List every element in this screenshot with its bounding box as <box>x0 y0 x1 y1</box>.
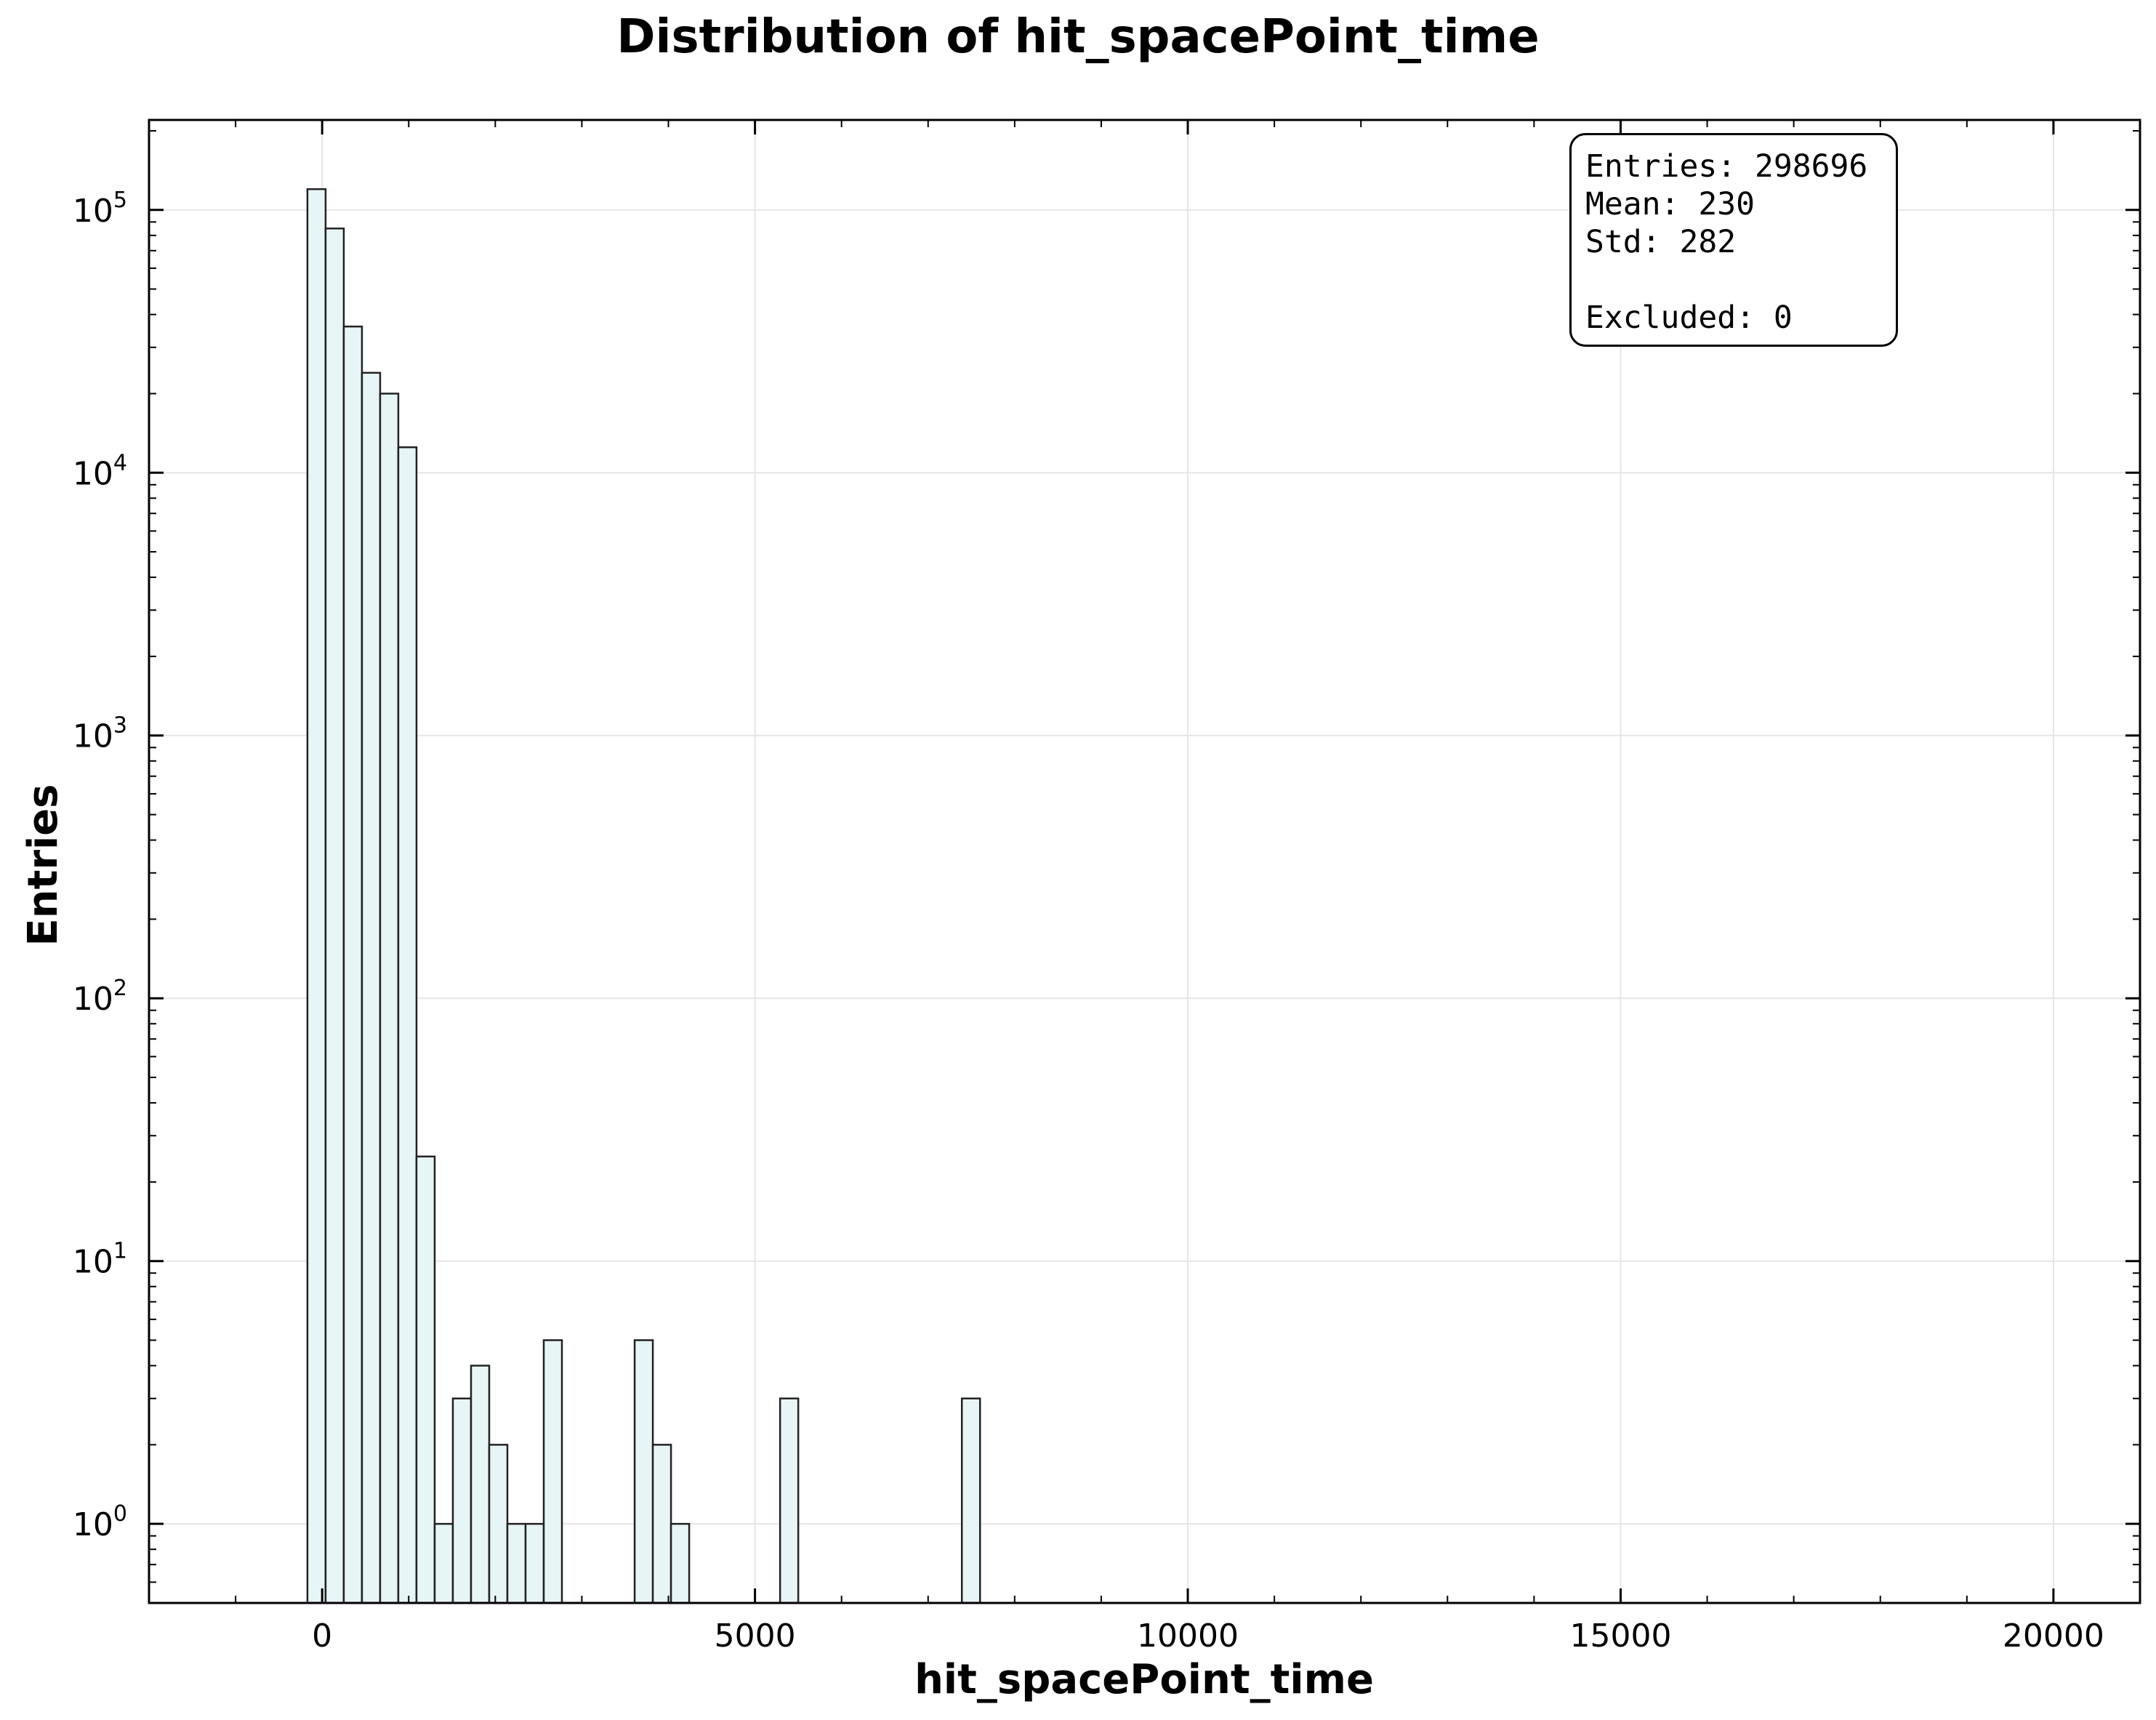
histogram-bar <box>451 1397 472 1604</box>
histogram-bar <box>506 1522 527 1604</box>
y-tick-label: 105 <box>73 188 127 230</box>
y-tick-label: 104 <box>73 450 127 492</box>
histogram-bar <box>342 325 363 1604</box>
x-tick-label: 0 <box>312 1617 332 1655</box>
y-tick-label: 100 <box>73 1501 127 1543</box>
tick-labels: 0 5000 10000 15000 20000 100 101 102 103 104 105 <box>73 188 2104 1655</box>
histogram-bar <box>524 1522 545 1604</box>
plot-frame <box>148 118 2141 1604</box>
x-tick-label: 10000 <box>1137 1617 1239 1655</box>
x-tick-label: 15000 <box>1569 1617 1671 1655</box>
chart-title: Distribution of hit_spacePoint_time <box>616 10 1540 64</box>
histogram-bar <box>651 1444 672 1604</box>
y-tick-label: 102 <box>73 976 127 1018</box>
histogram-bar <box>306 188 327 1604</box>
y-tick-label: 101 <box>73 1239 127 1281</box>
histogram-bar <box>779 1397 800 1604</box>
stats-spacer <box>1585 261 1896 299</box>
histogram-bar <box>433 1522 454 1604</box>
histogram-bar <box>361 371 382 1604</box>
y-tick-label: 103 <box>73 713 127 755</box>
histogram-bar <box>542 1339 563 1604</box>
stats-excluded: Excluded: 0 <box>1585 300 1793 336</box>
histogram-bar <box>397 446 418 1604</box>
histogram-bar <box>488 1444 509 1604</box>
histogram-bar <box>470 1365 491 1604</box>
x-tick-label: 5000 <box>715 1617 796 1655</box>
stats-box: Entries: 298696 Mean: 230 Std: 282 Exclu… <box>1569 133 1898 347</box>
x-axis-label: hit_spacePoint_time <box>914 1656 1374 1703</box>
axis-ticks <box>148 120 2141 1604</box>
histogram-bar <box>324 228 345 1604</box>
y-axis-label: Entries <box>20 784 67 946</box>
x-tick-label: 20000 <box>2003 1617 2104 1655</box>
histogram-bar <box>960 1397 981 1604</box>
histogram-bar <box>633 1339 654 1604</box>
stats-std: Std: 282 <box>1585 224 1737 260</box>
stats-mean: Mean: 230 <box>1585 186 1755 222</box>
histogram-bar <box>379 393 400 1604</box>
histogram-bar <box>415 1155 436 1604</box>
histogram-bars <box>306 188 981 1604</box>
stats-entries: Entries: 298696 <box>1585 148 1868 185</box>
histogram-bar <box>669 1522 691 1604</box>
